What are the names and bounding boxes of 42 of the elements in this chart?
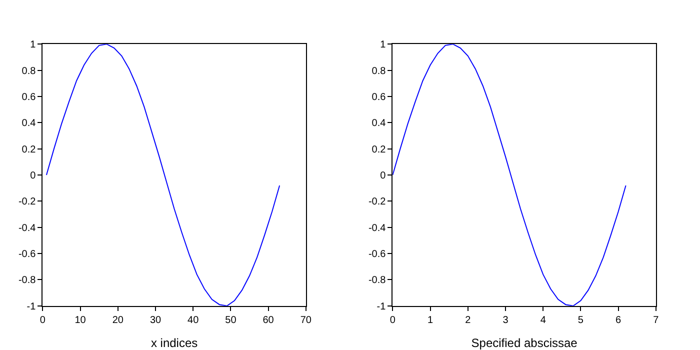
y-tick-label: 0.4 [22, 118, 36, 130]
y-tick-label: -0.4 [368, 222, 386, 234]
x-tick-label: 4 [540, 314, 546, 326]
x-tick-label: 70 [300, 314, 312, 326]
y-tick-label: 0.6 [372, 92, 386, 103]
y-tick-label: 0.2 [22, 144, 36, 156]
y-tick-label: -0.8 [368, 275, 386, 286]
y-tick-label: -0.2 [18, 196, 36, 208]
y-tick-label: -1 [26, 301, 36, 312]
y-tick-label: 0.4 [372, 118, 386, 130]
y-tick-label: -0.6 [368, 249, 386, 260]
line-series [46, 44, 280, 306]
y-tick-label: 1 [380, 40, 386, 51]
y-tick-label: 1 [30, 40, 36, 51]
x-tick-label: 7 [653, 314, 660, 326]
x-tick-label: 50 [225, 314, 237, 326]
y-tick-label: -0.2 [368, 196, 386, 208]
y-tick-label: 0 [380, 170, 386, 182]
y-tick-label: -0.8 [18, 275, 36, 286]
y-tick-label: -0.6 [18, 249, 36, 260]
line-series [392, 44, 626, 306]
x-tick-label: 0 [390, 314, 396, 326]
y-tick-label: -1 [376, 301, 386, 312]
x-tick-label: 40 [188, 314, 200, 326]
x-tick-label: 3 [502, 314, 509, 326]
x-tick-label: 1 [428, 314, 434, 326]
x-tick-label: 30 [150, 314, 162, 326]
y-tick-label: 0.2 [372, 144, 386, 156]
x-tick-label: 60 [262, 314, 274, 326]
x-tick-label: 6 [616, 314, 622, 326]
y-tick-label: 0.6 [22, 92, 36, 103]
y-tick-label: 0.8 [372, 66, 386, 77]
x-tick-label: 20 [112, 314, 124, 326]
x-tick-label: 5 [578, 314, 584, 326]
x-tick-label: 0 [40, 314, 46, 326]
y-tick-label: 0.8 [22, 66, 36, 77]
x-axis-title: x indices [150, 336, 198, 350]
x-tick-label: 10 [74, 314, 86, 326]
x-tick-label: 2 [465, 314, 472, 326]
x-axis-title: Specified abscissae [471, 336, 578, 350]
y-tick-label: -0.4 [18, 222, 36, 234]
y-tick-label: 0 [30, 170, 36, 182]
